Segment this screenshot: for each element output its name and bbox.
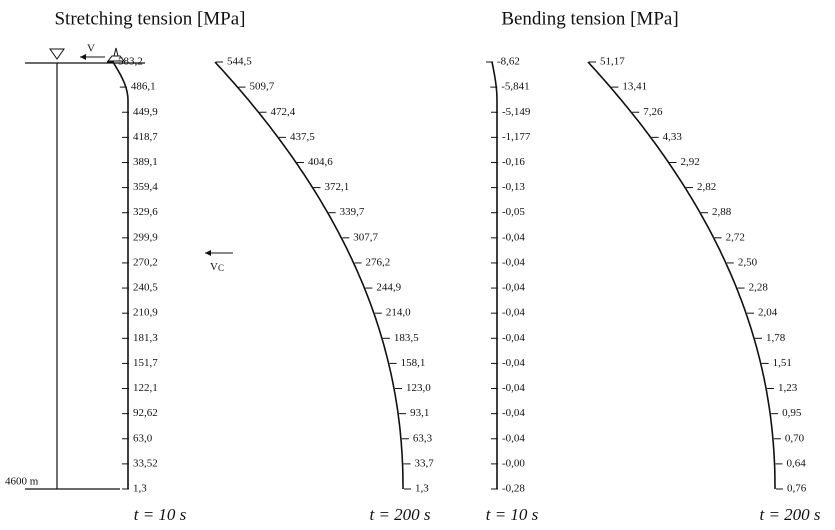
value-label: 2,88 bbox=[712, 206, 732, 218]
value-label: 1,78 bbox=[766, 332, 786, 344]
value-label: 4,33 bbox=[663, 131, 683, 143]
value-label: 158,1 bbox=[401, 357, 426, 369]
value-label: 63,0 bbox=[133, 432, 153, 444]
value-label: 51,17 bbox=[600, 56, 625, 68]
value-label: 151,7 bbox=[133, 357, 158, 369]
velocity-label: V bbox=[87, 43, 95, 55]
value-label: 418,7 bbox=[133, 131, 158, 143]
value-label: 359,4 bbox=[133, 181, 158, 193]
velocity-label: VC bbox=[210, 261, 224, 274]
value-label: 270,2 bbox=[133, 256, 158, 268]
value-label: 0,76 bbox=[787, 483, 807, 495]
value-label: 2,04 bbox=[758, 307, 778, 319]
value-label: 122,1 bbox=[133, 382, 158, 394]
value-label: -0,04 bbox=[502, 231, 525, 243]
value-label: 214,0 bbox=[386, 307, 411, 319]
value-label: 299,9 bbox=[133, 231, 158, 243]
time-caption: t = 200 s bbox=[369, 505, 430, 524]
value-label: 33,52 bbox=[133, 457, 158, 469]
arrow-head bbox=[80, 54, 86, 60]
time-caption: t = 10 s bbox=[134, 505, 187, 524]
value-label: 240,5 bbox=[133, 282, 158, 294]
value-label: 13,41 bbox=[622, 81, 647, 93]
value-label: -0,00 bbox=[502, 457, 525, 469]
subscript: C bbox=[218, 263, 224, 273]
value-label: 2,92 bbox=[681, 156, 700, 168]
value-label: 1,3 bbox=[415, 483, 429, 495]
value-label: 123,0 bbox=[406, 382, 431, 394]
value-label: 583,2 bbox=[118, 56, 143, 68]
value-label: 389,1 bbox=[133, 156, 158, 168]
value-label: -0,04 bbox=[502, 432, 525, 444]
value-label: 329,6 bbox=[133, 206, 158, 218]
value-label: 1,51 bbox=[773, 357, 792, 369]
value-label: 0,70 bbox=[785, 432, 805, 444]
value-label: 339,7 bbox=[340, 206, 365, 218]
value-label: 404,6 bbox=[308, 156, 333, 168]
value-label: 1,3 bbox=[133, 483, 147, 495]
tension-curve bbox=[112, 61, 129, 489]
value-label: 93,1 bbox=[410, 407, 429, 419]
value-label: -0,16 bbox=[502, 156, 525, 168]
vessel bbox=[106, 55, 126, 62]
time-caption: t = 10 s bbox=[486, 505, 539, 524]
value-label: 276,2 bbox=[366, 256, 391, 268]
value-label: -5,841 bbox=[501, 81, 529, 93]
value-label: 33,7 bbox=[415, 457, 435, 469]
time-caption: t = 200 s bbox=[759, 505, 820, 524]
value-label: 2,28 bbox=[749, 282, 769, 294]
value-label: 0,95 bbox=[782, 407, 802, 419]
symbol: V bbox=[210, 261, 218, 273]
value-label: 92,62 bbox=[133, 407, 158, 419]
value-label: -0,04 bbox=[502, 382, 525, 394]
value-label: 544,5 bbox=[227, 56, 252, 68]
water-level-mark bbox=[49, 48, 65, 60]
value-label: -0,04 bbox=[502, 307, 525, 319]
title: Stretching tension [MPa] bbox=[54, 8, 245, 29]
value-label: -0,04 bbox=[502, 332, 525, 344]
value-label: 437,5 bbox=[290, 131, 315, 143]
value-label: -1,177 bbox=[502, 131, 531, 143]
value-label: 472,4 bbox=[270, 106, 295, 118]
value-label: -0,04 bbox=[502, 282, 525, 294]
value-label: -0,04 bbox=[502, 256, 525, 268]
tension-curve bbox=[491, 61, 498, 489]
tension-curve bbox=[587, 61, 776, 489]
value-label: -5,149 bbox=[502, 106, 531, 118]
value-label: 0,64 bbox=[787, 457, 807, 469]
value-label: 244,9 bbox=[376, 282, 401, 294]
arrow-head bbox=[205, 250, 211, 256]
value-label: -0,05 bbox=[502, 206, 525, 218]
value-label: 449,9 bbox=[133, 106, 158, 118]
value-label: 63,3 bbox=[413, 432, 433, 444]
value-label: 2,82 bbox=[697, 181, 716, 193]
value-label: 7,26 bbox=[643, 106, 663, 118]
value-label: -0,28 bbox=[502, 483, 525, 495]
value-label: -0,04 bbox=[502, 407, 525, 419]
value-label: 210,9 bbox=[133, 307, 158, 319]
value-label: -0,04 bbox=[502, 357, 525, 369]
vessel-mast bbox=[113, 47, 119, 57]
value-label: 486,1 bbox=[131, 81, 156, 93]
riser-sketch: V VC 4600 m bbox=[5, 43, 233, 490]
value-label: 183,5 bbox=[394, 332, 419, 344]
depth-label: 4600 m bbox=[5, 476, 39, 488]
value-label: -8,62 bbox=[497, 56, 520, 68]
value-label: 307,7 bbox=[353, 231, 378, 243]
value-label: 1,23 bbox=[778, 382, 798, 394]
tension-curve bbox=[214, 61, 404, 489]
value-label: 181,3 bbox=[133, 332, 158, 344]
value-label: 372,1 bbox=[325, 181, 350, 193]
value-label: -0,13 bbox=[502, 181, 525, 193]
title: Bending tension [MPa] bbox=[501, 8, 678, 29]
value-label: 2,50 bbox=[738, 256, 758, 268]
value-label: 509,7 bbox=[249, 81, 274, 93]
value-label: 2,72 bbox=[726, 231, 745, 243]
